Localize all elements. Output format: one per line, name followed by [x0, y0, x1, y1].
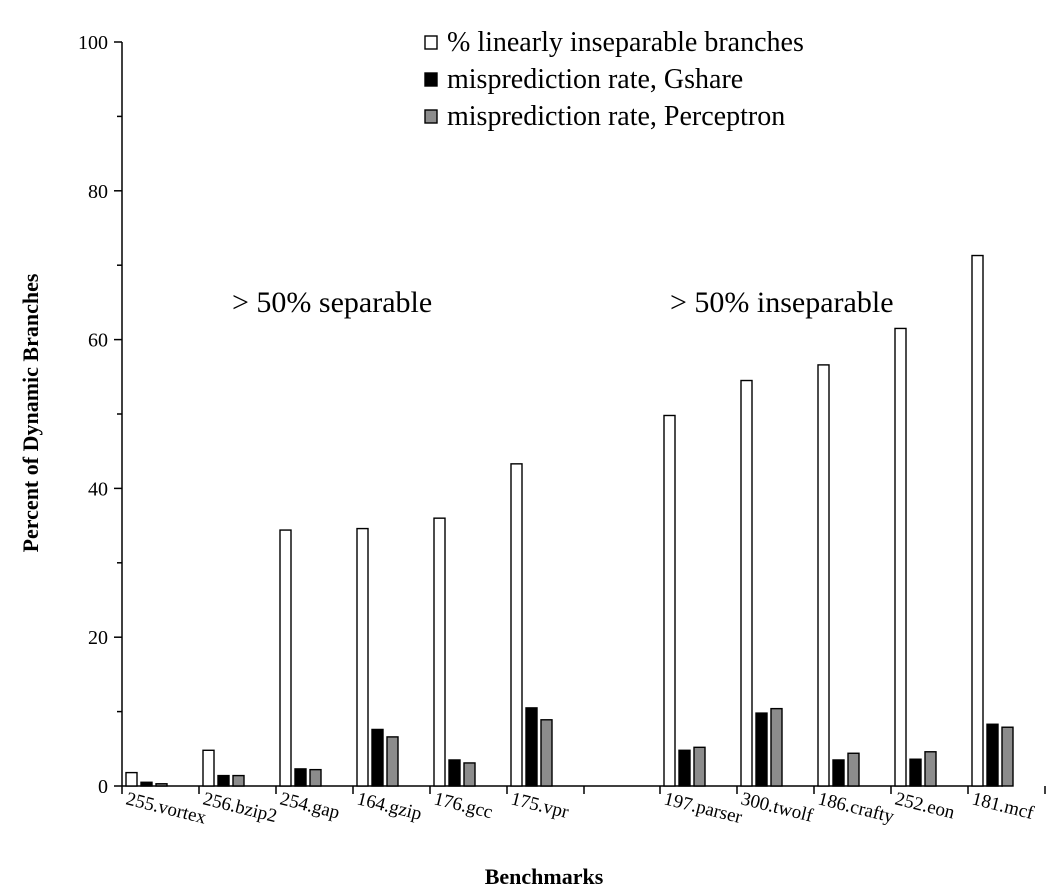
y-tick-label: 20: [88, 627, 108, 649]
bar: [448, 759, 461, 787]
bar: [155, 783, 168, 787]
bar: [356, 527, 369, 787]
bar: [232, 774, 245, 787]
bar: [217, 774, 230, 787]
bar: [463, 762, 476, 787]
bar: [663, 414, 676, 787]
legend-swatch: [424, 109, 438, 124]
y-axis-title: Percent of Dynamic Branches: [18, 273, 43, 552]
bar: [510, 463, 523, 787]
category-label: 255.vortex: [124, 788, 209, 828]
legend-label: misprediction rate, Gshare: [447, 64, 743, 95]
bar: [678, 749, 691, 787]
bar: [986, 723, 999, 787]
bar: [817, 364, 830, 787]
bar: [433, 517, 446, 787]
bar: [371, 728, 384, 787]
bar: [1001, 726, 1014, 787]
category-label: 252.eon: [893, 788, 957, 823]
legend-swatch: [424, 35, 438, 50]
category-label: 256.bzip2: [201, 788, 279, 827]
annotation-inseparable: > 50% inseparable: [670, 286, 894, 319]
bar: [909, 758, 922, 787]
legend-swatch: [424, 72, 438, 87]
bar: [140, 781, 153, 787]
y-tick-label: 0: [98, 776, 108, 798]
bar: [971, 254, 984, 787]
y-tick-label: 100: [78, 32, 108, 54]
category-label: 175.vpr: [509, 788, 572, 823]
bar: [894, 327, 907, 787]
bar: [924, 751, 937, 787]
x-axis-title: Benchmarks: [485, 864, 604, 889]
y-tick-label: 60: [88, 330, 108, 352]
legend-label: % linearly inseparable branches: [447, 27, 804, 58]
category-label: 300.twolf: [739, 788, 816, 826]
category-label: 186.crafty: [816, 788, 897, 827]
bar: [125, 771, 138, 787]
y-tick-labels: 0 20 40 60 80 100: [78, 32, 108, 798]
category-label: 176.gcc: [432, 788, 495, 823]
bar: [755, 712, 768, 787]
category-label: 197.parser: [662, 788, 745, 828]
bar: [847, 752, 860, 787]
bar: [279, 529, 292, 787]
legend-label: misprediction rate, Perceptron: [447, 101, 785, 132]
bar: [540, 719, 553, 787]
category-label: 254.gap: [278, 788, 342, 823]
bar: [309, 768, 322, 787]
y-tick-label: 40: [88, 478, 108, 500]
legend: % linearly inseparable branches mispredic…: [424, 27, 804, 132]
y-tick-label: 80: [88, 181, 108, 203]
bar: [740, 379, 753, 787]
bar: [770, 707, 783, 787]
bar: [202, 749, 215, 787]
annotation-separable: > 50% separable: [232, 286, 432, 319]
bar: [832, 759, 845, 787]
bar: [294, 768, 307, 787]
bar: [693, 746, 706, 787]
bar: [386, 736, 399, 787]
category-label: 181.mcf: [970, 788, 1037, 824]
bars: [125, 254, 1014, 787]
category-label: 164.gzip: [355, 788, 424, 824]
bar: [525, 707, 538, 787]
